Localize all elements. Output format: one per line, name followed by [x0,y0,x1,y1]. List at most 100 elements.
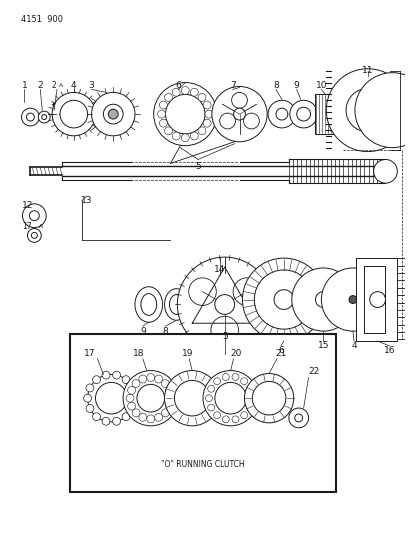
Circle shape [122,413,130,421]
Circle shape [29,211,39,221]
Circle shape [128,386,135,394]
Text: 15: 15 [317,342,329,350]
Circle shape [137,384,164,412]
Circle shape [232,374,239,381]
Circle shape [212,86,267,142]
Circle shape [211,316,239,344]
Circle shape [188,278,216,305]
Text: 5: 5 [222,332,228,341]
Circle shape [242,258,325,341]
Circle shape [254,270,313,329]
Ellipse shape [135,287,162,322]
Circle shape [289,408,308,428]
Circle shape [233,278,261,305]
Circle shape [38,111,50,123]
Text: 17: 17 [84,349,95,358]
Circle shape [42,115,47,119]
Bar [315,94,335,134]
Circle shape [113,371,120,379]
Text: 4151  900: 4151 900 [20,15,62,25]
Circle shape [139,375,147,383]
Circle shape [191,88,198,96]
Circle shape [252,382,286,415]
Text: 2: 2 [38,81,43,90]
Text: 16: 16 [384,346,395,356]
Text: 10: 10 [316,81,327,90]
Circle shape [84,394,91,402]
Circle shape [290,100,317,128]
Circle shape [220,113,235,129]
Circle shape [139,414,147,421]
Circle shape [276,108,288,120]
Circle shape [172,132,180,140]
Circle shape [315,292,331,308]
Circle shape [154,83,217,146]
Circle shape [177,257,272,352]
Bar [356,258,397,341]
Circle shape [297,107,310,121]
Text: "O" RUNNING CLUTCH: "O" RUNNING CLUTCH [161,460,245,469]
Circle shape [274,289,294,310]
Circle shape [168,394,175,402]
Circle shape [103,104,123,124]
Circle shape [147,374,155,382]
Circle shape [86,384,94,392]
Circle shape [249,395,256,402]
Ellipse shape [169,295,183,314]
Circle shape [203,101,211,109]
Circle shape [132,379,140,387]
Text: 20: 20 [230,349,241,358]
Circle shape [326,69,408,151]
Circle shape [241,378,248,385]
Circle shape [295,414,303,422]
Text: 11: 11 [362,66,373,75]
Circle shape [31,232,37,238]
Circle shape [131,394,139,402]
Circle shape [95,382,127,414]
Text: 1: 1 [22,81,27,90]
Circle shape [215,295,235,314]
Circle shape [206,395,213,402]
Circle shape [374,159,397,183]
Circle shape [222,416,229,423]
Circle shape [155,414,163,421]
Circle shape [157,110,166,118]
Circle shape [292,268,355,331]
Circle shape [27,229,41,243]
Bar [364,266,386,333]
Circle shape [214,378,221,385]
Circle shape [22,108,39,126]
Circle shape [268,100,296,128]
Ellipse shape [164,289,188,320]
Text: 19: 19 [182,349,193,358]
Circle shape [208,385,215,392]
Text: 6: 6 [175,81,181,90]
Text: 14: 14 [214,265,226,274]
Circle shape [108,109,118,119]
Circle shape [222,374,229,381]
Circle shape [232,416,239,423]
Text: 22: 22 [309,367,320,376]
Circle shape [247,385,254,392]
Circle shape [93,413,100,421]
Text: 2: 2 [52,81,56,90]
Circle shape [244,374,294,423]
Circle shape [355,72,408,148]
Bar [70,334,336,492]
Circle shape [102,417,110,425]
Circle shape [88,375,135,422]
Text: 4: 4 [351,342,357,350]
Circle shape [102,371,110,379]
Circle shape [164,93,173,101]
Ellipse shape [141,294,157,316]
Circle shape [166,386,174,394]
Circle shape [191,132,198,140]
Circle shape [128,402,135,410]
Text: A: A [59,83,63,88]
Circle shape [247,404,254,411]
Circle shape [181,86,189,94]
Circle shape [166,94,205,134]
Circle shape [214,411,221,418]
Circle shape [162,409,169,417]
Text: 3: 3 [89,81,94,90]
